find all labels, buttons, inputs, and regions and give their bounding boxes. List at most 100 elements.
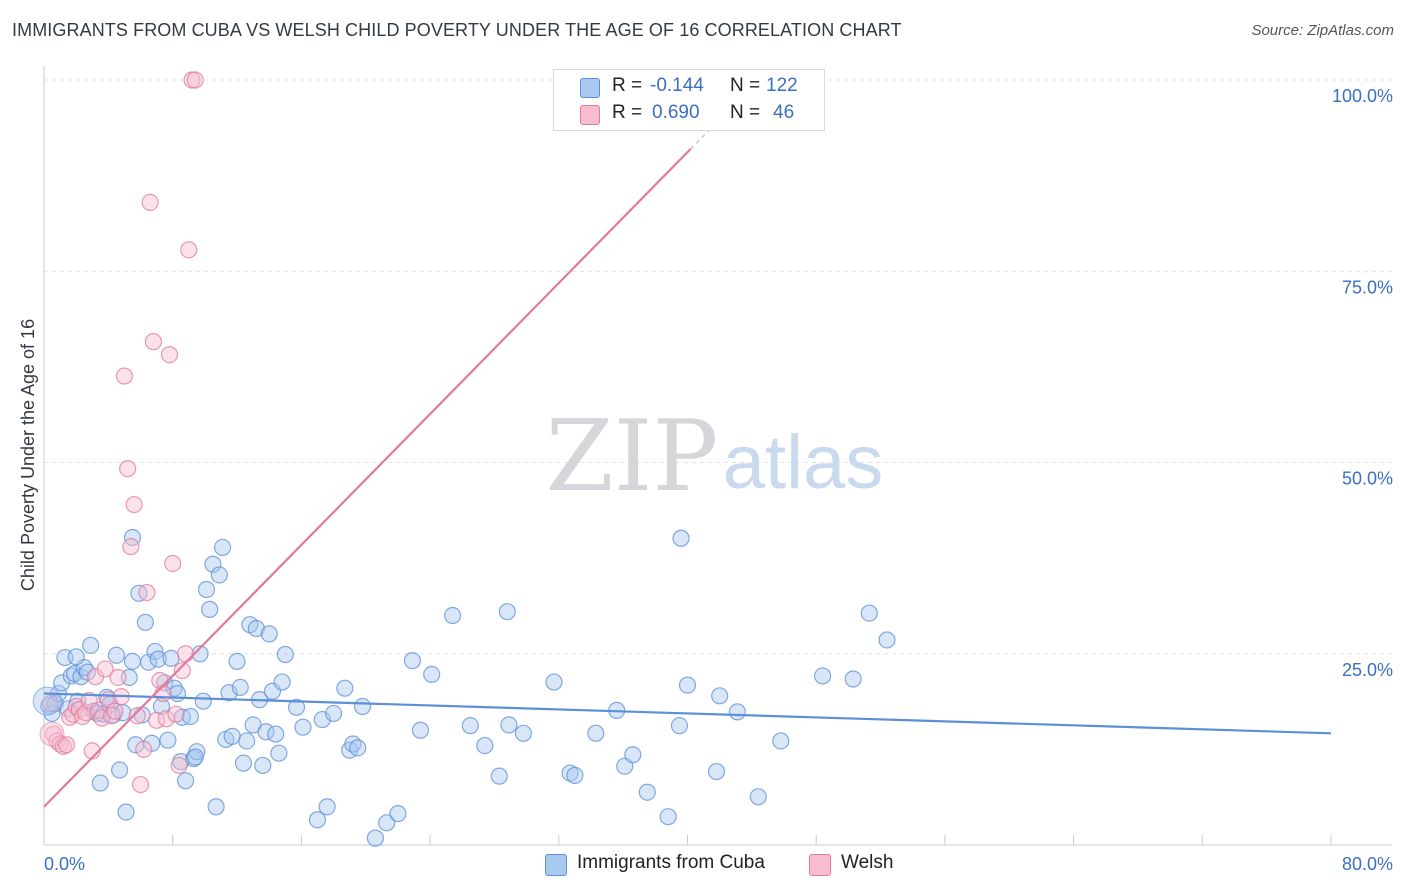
data-point (180, 241, 198, 259)
data-point (276, 645, 294, 664)
data-points (32, 71, 896, 847)
data-point (41, 694, 60, 713)
data-point (138, 583, 156, 602)
data-point (191, 645, 209, 663)
data-point (670, 717, 689, 735)
y-tick-label: 25.0% (1342, 660, 1393, 680)
data-point (678, 676, 697, 694)
data-point (728, 703, 746, 721)
data-point (131, 775, 150, 794)
data-point (141, 193, 159, 211)
data-point (123, 652, 142, 671)
data-point (109, 668, 127, 687)
data-point (324, 704, 343, 723)
data-point (122, 538, 140, 556)
data-point (115, 367, 134, 385)
data-point (238, 732, 256, 750)
data-point (181, 707, 199, 726)
data-point (91, 774, 109, 792)
data-point (294, 718, 312, 736)
y-tick-label: 75.0% (1342, 277, 1393, 297)
data-point (514, 724, 533, 742)
watermark: ZIP atlas (546, 400, 884, 514)
legend-swatch-welsh (580, 105, 600, 125)
data-point (125, 495, 143, 514)
watermark-zip: ZIP (546, 400, 719, 514)
data-point (878, 631, 896, 649)
legend-box: R = -0.144 N = 122 R = 0.690 N = 46 (553, 69, 825, 131)
data-point (119, 460, 137, 478)
trend-line-cuba (43, 692, 1332, 735)
series-welsh (41, 71, 204, 794)
data-point (423, 665, 441, 684)
data-point (318, 798, 336, 816)
data-point (476, 736, 494, 755)
data-point (707, 762, 726, 781)
data-point (149, 650, 167, 668)
data-point (234, 754, 253, 772)
data-point (144, 333, 162, 351)
data-point (207, 798, 225, 816)
data-point-cluster (39, 721, 65, 747)
data-point (213, 538, 232, 557)
data-point (197, 580, 216, 599)
data-point (254, 756, 272, 775)
legend-r-value: -0.144 (650, 75, 704, 96)
data-point (270, 744, 288, 762)
data-point (624, 746, 642, 764)
data-point (749, 788, 767, 806)
chart-title: IMMIGRANTS FROM CUBA VS WELSH CHILD POVE… (12, 20, 902, 40)
data-point (545, 673, 563, 691)
y-tick-label: 100.0% (1332, 86, 1393, 106)
data-point (659, 808, 677, 826)
bottom-legend-swatch-welsh (809, 854, 831, 876)
data-point (168, 684, 187, 703)
data-point (228, 652, 246, 671)
data-point (135, 740, 153, 758)
data-point (444, 606, 462, 625)
data-point (176, 772, 195, 790)
data-point (136, 613, 154, 631)
data-point (128, 707, 146, 725)
data-point (273, 673, 291, 691)
legend-swatch-cuba (580, 78, 600, 98)
data-point (389, 805, 407, 823)
trend-lines (43, 94, 1332, 808)
data-point (336, 679, 354, 697)
data-point-cluster (32, 686, 62, 716)
y-tick-label: 50.0% (1342, 469, 1393, 489)
data-point (638, 783, 656, 801)
data-point (814, 667, 832, 685)
data-point (308, 811, 327, 829)
data-point (260, 625, 278, 643)
bottom-legend-label-cuba: Immigrants from Cuba (577, 852, 765, 873)
data-point (353, 697, 372, 716)
data-point (498, 603, 516, 621)
data-point (154, 684, 172, 703)
data-point (186, 748, 204, 766)
data-point (159, 731, 177, 749)
source-credit: Source: ZipAtlas.com (1251, 22, 1394, 39)
data-point (672, 529, 690, 547)
data-point (378, 814, 396, 832)
data-point (106, 702, 124, 720)
data-point (170, 756, 188, 775)
data-point (231, 678, 249, 697)
data-point (53, 674, 71, 692)
data-point (500, 716, 518, 734)
x-tick-label-max: 80.0% (1342, 854, 1393, 874)
legend-n-label: N = (730, 75, 761, 96)
data-point (220, 684, 238, 702)
data-point (111, 761, 129, 779)
data-point (173, 661, 191, 680)
axis-labels: 25.0% 50.0% 75.0% 100.0% 0.0% 80.0% Child Pove… (18, 86, 1393, 874)
legend-n-label: N = (730, 102, 761, 123)
grid-lines (44, 79, 1392, 655)
data-point (366, 829, 385, 847)
data-point (403, 652, 422, 670)
legend-r-label: R = (612, 75, 643, 96)
data-point (711, 687, 729, 705)
data-point (82, 636, 100, 654)
data-point (411, 721, 430, 739)
